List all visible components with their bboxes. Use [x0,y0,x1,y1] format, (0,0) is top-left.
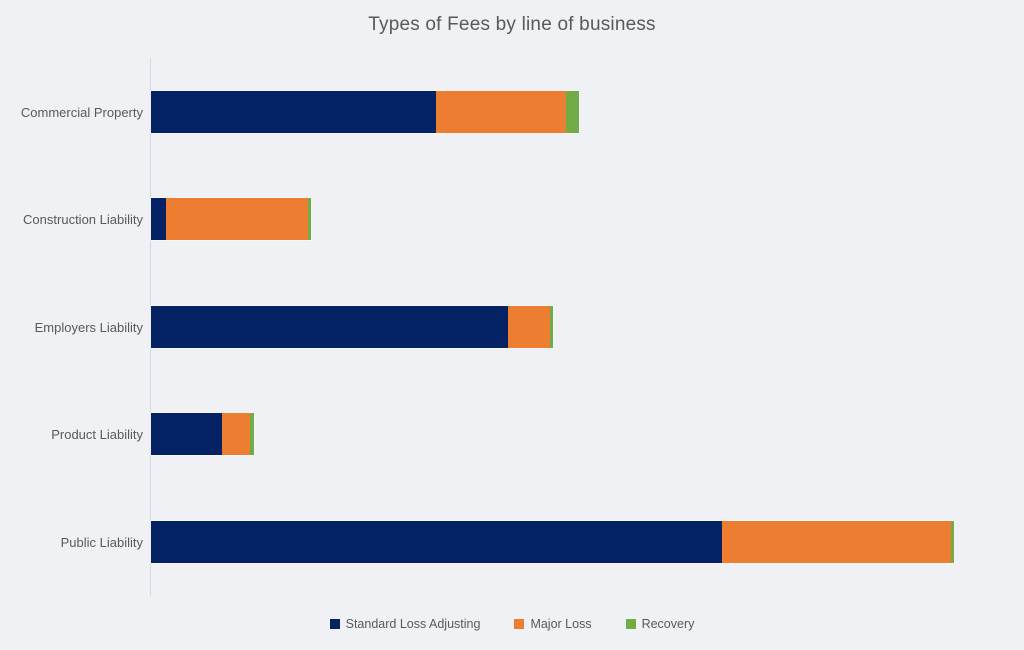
legend-swatch [625,619,636,629]
bar-segment [151,306,508,348]
chart-title: Types of Fees by line of business [368,14,656,35]
bar-segment [151,413,222,455]
bar-segment [166,198,308,240]
bar-segment [151,91,436,133]
bar-segment [508,306,550,348]
bar-row [151,306,553,348]
legend-item: Major Loss [514,617,592,631]
category-label: Construction Liability [23,211,143,227]
y-axis-line [150,58,151,596]
bar-segment [250,413,254,455]
category-label: Employers Liability [34,319,143,335]
bar-segment [566,91,579,133]
category-label: Product Liability [51,426,143,442]
bar-segment [151,198,166,240]
category-label: Public Liability [60,534,143,550]
legend-item: Standard Loss Adjusting [329,617,481,631]
bar-row [151,91,579,133]
bar-segment [951,521,954,563]
category-label: Commercial Property [20,104,143,120]
legend-item: Recovery [625,617,695,631]
bar-row [151,521,954,563]
legend-label: Recovery [641,617,695,631]
bar-segment [222,413,250,455]
legend-label: Standard Loss Adjusting [345,617,481,631]
bar-segment [151,521,722,563]
bar-row [151,198,311,240]
bar-row [151,413,254,455]
legend-swatch [329,619,340,629]
legend-swatch [514,619,525,629]
bar-segment [308,198,311,240]
legend-label: Major Loss [530,617,592,631]
bar-segment [436,91,566,133]
bar-segment [550,306,553,348]
bar-segment [722,521,951,563]
legend: Standard Loss Adjusting Major Loss Recover… [0,617,1024,631]
